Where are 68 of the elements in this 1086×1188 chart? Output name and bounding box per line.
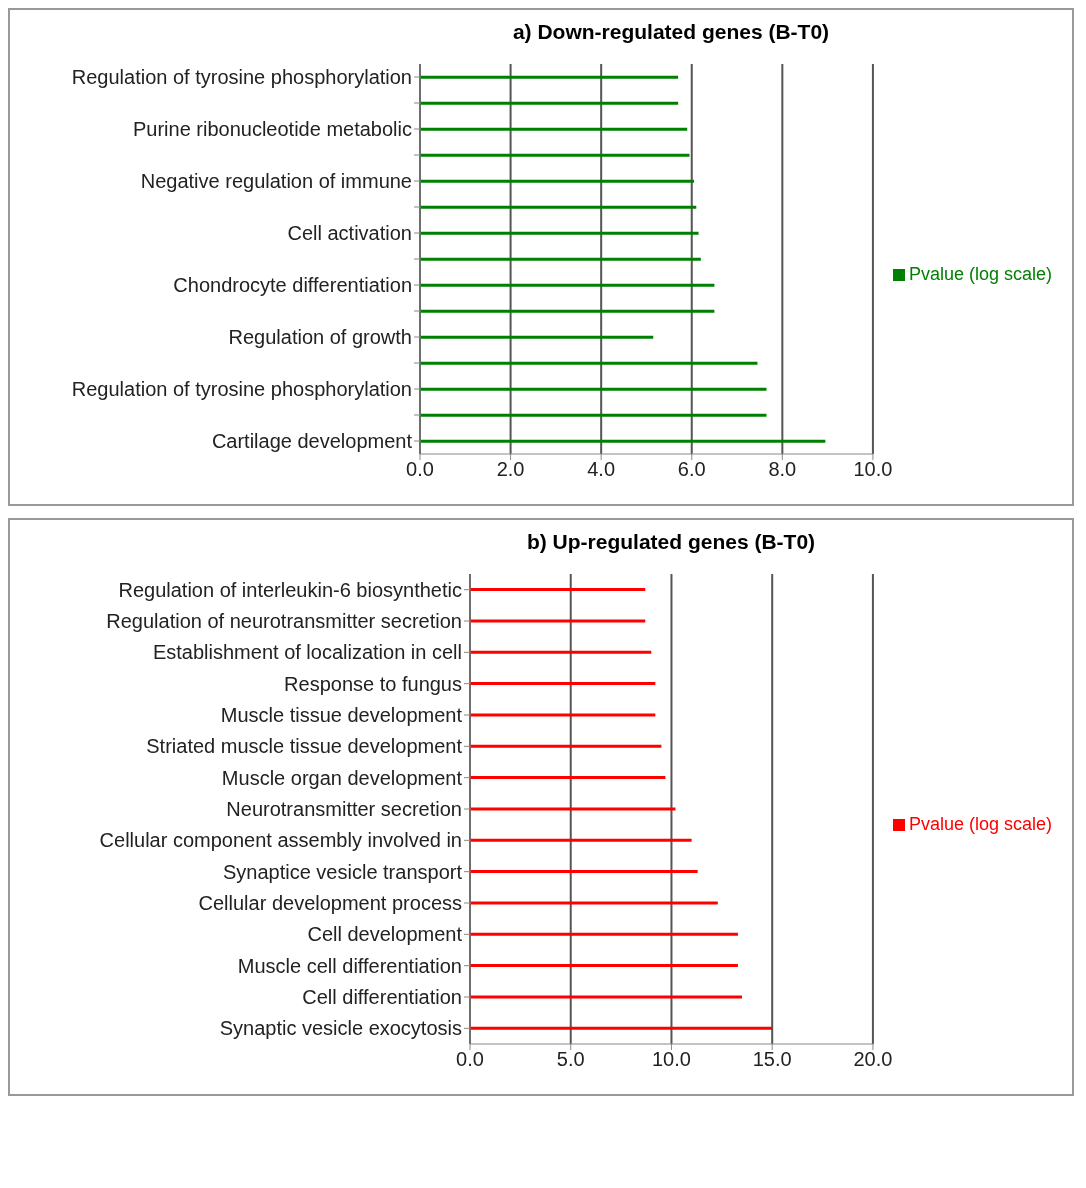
x-tick-label: 15.0 (752, 1048, 792, 1071)
x-tick-label: 10.0 (651, 1048, 691, 1071)
y-tick-label: Neurotransmitter secretion (226, 798, 462, 821)
y-tick-label: Regulation of interleukin-6 biosynthetic (118, 578, 462, 601)
bar (420, 439, 826, 443)
y-tick-label: Synaptice vesicle transport (222, 860, 463, 883)
bar (420, 127, 688, 131)
bar (470, 619, 646, 623)
bar (420, 231, 699, 235)
bar (470, 995, 742, 999)
y-tick-label: Muscle organ development (221, 766, 463, 789)
y-tick-label: Chondrocyte differentiation (173, 274, 412, 297)
y-tick-label: Regulation of tyrosine phosphorylation (71, 66, 412, 89)
bar (470, 713, 656, 717)
x-tick-label: 10.0 (853, 458, 893, 481)
chart-title: b) Up-regulated genes (B-T0) (525, 529, 817, 554)
y-tick-label: Striated muscle tissue development (146, 735, 463, 758)
x-tick-label: 0.0 (406, 458, 434, 481)
y-tick-label: Establishment of localization in cell (152, 641, 462, 664)
x-tick-label: 20.0 (853, 1048, 893, 1071)
x-tick-label: 2.0 (496, 458, 525, 481)
bar (420, 413, 767, 417)
bar (470, 932, 738, 936)
y-tick-label: Purine ribonucleotide metabolic (132, 118, 412, 141)
y-tick-label: Cellular component assembly involved in (99, 829, 462, 852)
bar (470, 682, 656, 686)
y-tick-label: Synaptic vesicle exocytosis (219, 1017, 462, 1040)
bar (470, 964, 738, 968)
bar (470, 838, 692, 842)
y-tick-label: Cell differentiation (302, 986, 462, 1009)
bar (420, 283, 715, 287)
bar (420, 309, 715, 313)
y-tick-label: Regulation of tyrosine phosphorylation (71, 378, 412, 401)
chart-title: a) Down-regulated genes (B-T0) (511, 19, 831, 44)
x-tick-label: 5.0 (556, 1048, 585, 1071)
bar (470, 807, 676, 811)
y-tick-label: Muscle tissue development (220, 704, 463, 727)
bar (420, 335, 654, 339)
bar (420, 257, 701, 261)
legend-label: Pvalue (log scale) (908, 263, 1052, 284)
bar (470, 1026, 773, 1030)
y-tick-label: Cartilage development (211, 430, 413, 453)
bar (420, 179, 695, 183)
bar (470, 744, 662, 748)
bar (470, 901, 718, 905)
y-tick-label: Regulation of neurotransmitter secretion (106, 610, 462, 633)
legend-label: Pvalue (log scale) (908, 813, 1052, 834)
bar (470, 870, 698, 874)
bar (420, 101, 679, 105)
y-tick-label: Cell development (307, 923, 463, 946)
bar (420, 387, 767, 391)
bar (470, 650, 652, 654)
y-tick-label: Response to fungus (284, 672, 462, 695)
x-tick-label: 8.0 (768, 458, 797, 481)
bar (420, 153, 690, 157)
y-tick-label: Regulation of growth (228, 326, 412, 349)
bar (420, 361, 758, 365)
x-tick-label: 0.0 (456, 1048, 484, 1071)
x-tick-label: 6.0 (677, 458, 706, 481)
bar (470, 588, 646, 592)
bar (420, 205, 697, 209)
y-tick-label: Negative regulation of immune (140, 170, 412, 193)
bar (420, 75, 679, 79)
y-tick-label: Cellular development process (198, 892, 462, 915)
y-tick-label: Muscle cell differentiation (237, 954, 462, 977)
x-tick-label: 4.0 (587, 458, 616, 481)
y-tick-label: Cell activation (287, 222, 412, 245)
bar (470, 776, 666, 780)
